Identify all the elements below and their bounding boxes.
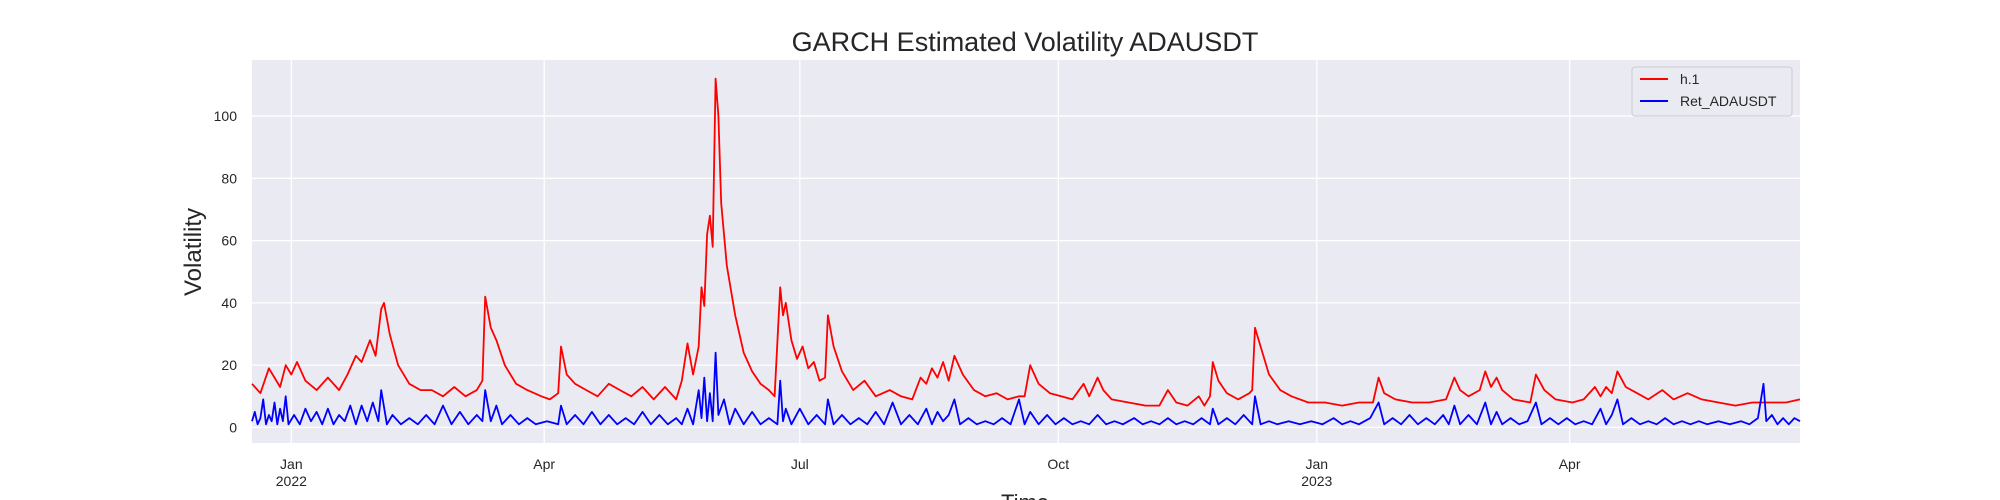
y-axis-label: Volatility	[180, 208, 207, 296]
y-tick-label: 40	[221, 295, 237, 311]
x-tick-label: Apr	[1559, 456, 1581, 472]
series-line-h1	[251, 77, 1801, 407]
legend: h.1 Ret_ADAUSDT	[1631, 66, 1793, 117]
series-lines	[251, 77, 1801, 426]
y-tick-label: 60	[221, 233, 237, 249]
series-line-ret-adausdt	[251, 351, 1801, 426]
x-tick-label: Apr	[533, 456, 555, 472]
plot-background	[252, 60, 1800, 443]
x-axis-label: Time	[1001, 490, 1049, 500]
legend-box	[1631, 66, 1793, 117]
x-tick-year-label: 2023	[1301, 473, 1332, 489]
x-tick-label: Oct	[1047, 456, 1069, 472]
y-tick-label: 80	[221, 170, 237, 186]
x-tick-label: Jan	[1305, 456, 1328, 472]
grid-lines	[252, 60, 1800, 443]
y-tick-label: 100	[214, 108, 238, 124]
y-tick-label: 20	[221, 357, 237, 373]
chart-title: GARCH Estimated Volatility ADAUSDT	[792, 27, 1259, 57]
x-tick-label: Jan	[280, 456, 303, 472]
x-tick-label: Jul	[791, 456, 809, 472]
x-tick-year-label: 2022	[276, 473, 307, 489]
y-tick-label: 0	[229, 419, 237, 435]
legend-label-h1: h.1	[1680, 71, 1700, 87]
legend-label-ret-adausdt: Ret_ADAUSDT	[1680, 93, 1777, 109]
